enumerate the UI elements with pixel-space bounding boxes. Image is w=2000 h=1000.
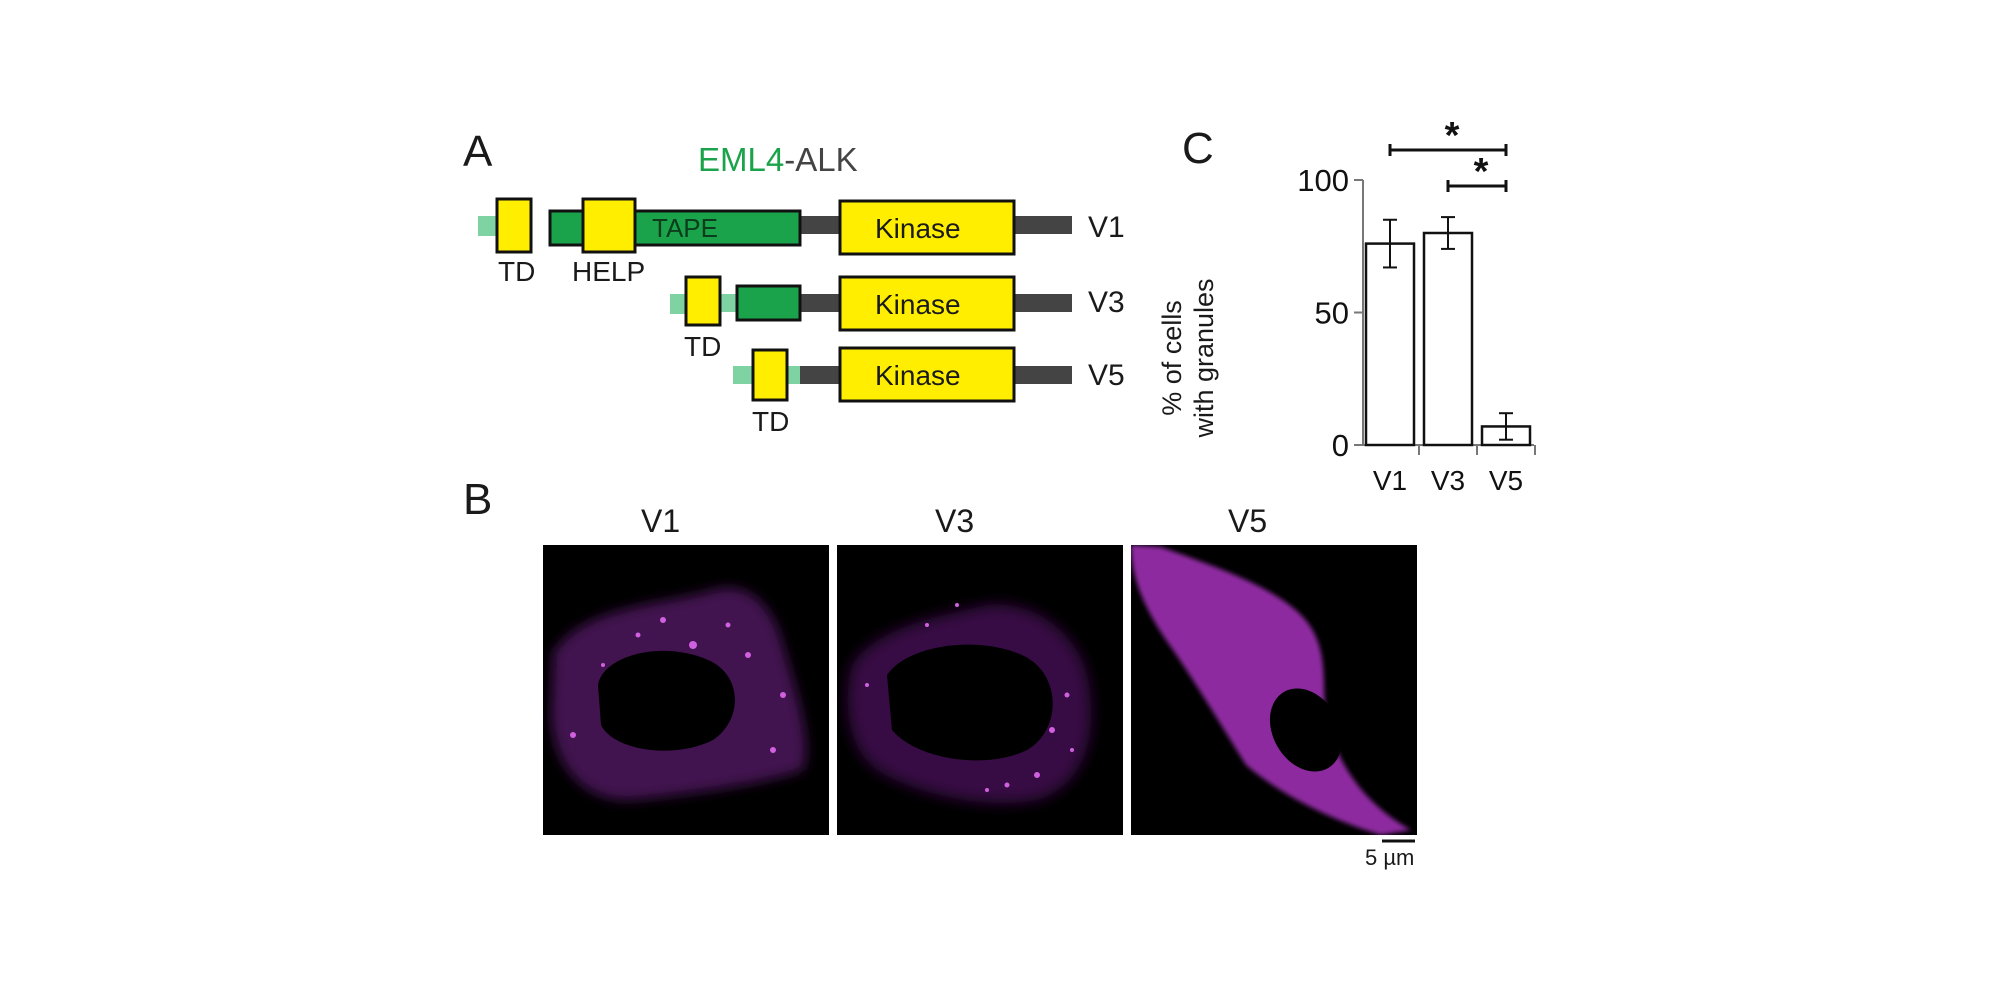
image-v1-label: V1: [641, 503, 681, 539]
y-tick-label-100: 100: [1297, 163, 1349, 198]
v1-kinase-domain: [838, 199, 1016, 256]
x-tick-label-v3: V3: [1431, 465, 1465, 496]
construct-v1: [478, 197, 1072, 256]
v1-tape-label: TAPE: [652, 213, 718, 243]
bar-v1: [1364, 242, 1416, 447]
v5-c-terminal-tail: [1010, 366, 1072, 384]
v5-linker: [800, 366, 842, 384]
panel-b-letter: B: [463, 475, 493, 524]
v5-n-terminal-tail: [733, 366, 755, 384]
y-tick-label-0: 0: [1332, 428, 1349, 463]
v1-c-terminal-tail: [1010, 216, 1072, 234]
v1-td-domain: [495, 197, 533, 254]
construct-v3: [670, 275, 1072, 332]
v5-td-label: TD: [752, 406, 790, 437]
v3-td-label: TD: [684, 331, 722, 362]
v5-kinase-label: Kinase: [875, 360, 961, 391]
scale-bar-label: 5 µm: [1365, 845, 1415, 870]
scale-bar: [1382, 839, 1415, 843]
v1-help-domain: [581, 197, 637, 254]
title-separator: -: [784, 141, 796, 178]
v1-n-terminal-tail: [478, 216, 498, 236]
panel-c-letter: C: [1182, 124, 1214, 173]
v5-td-domain: [751, 348, 789, 402]
v1-linker: [800, 216, 842, 234]
panel-a-letter: A: [463, 127, 493, 176]
v5-kinase-domain: [838, 346, 1016, 403]
panel-a-title: EML4-ALK: [698, 143, 858, 176]
v3-kinase-domain: [838, 275, 1016, 332]
alk-title: ALK: [795, 141, 858, 178]
v1-td-label: TD: [498, 256, 536, 287]
construct-v5: [733, 346, 1072, 403]
micrograph-v3: [837, 545, 1123, 835]
eml4-title: EML4: [698, 141, 785, 178]
v1-kinase-label: Kinase: [875, 213, 961, 244]
v3-td-domain: [684, 275, 722, 327]
v1-help-label: HELP: [572, 256, 646, 287]
v3-c-terminal-tail: [1010, 294, 1072, 312]
v3-linker: [800, 294, 842, 312]
micrograph-v1: [543, 545, 829, 835]
v3-kinase-label: Kinase: [875, 289, 961, 320]
significance-star-2: *: [1474, 151, 1489, 193]
v5-construct-name: V5: [1088, 359, 1125, 392]
image-v5-label: V5: [1228, 503, 1268, 539]
bar-v3: [1422, 231, 1474, 447]
x-tick-label-v5: V5: [1489, 465, 1523, 496]
image-v3-label: V3: [935, 503, 975, 539]
micrograph-v5: [1131, 545, 1417, 835]
y-tick-label-50: 50: [1315, 296, 1349, 331]
v3-tape-fragment: [735, 284, 802, 322]
v1-construct-name: V1: [1088, 211, 1125, 244]
v3-construct-name: V3: [1088, 286, 1125, 319]
significance-star-1: *: [1445, 115, 1460, 157]
x-tick-label-v1: V1: [1373, 465, 1407, 496]
